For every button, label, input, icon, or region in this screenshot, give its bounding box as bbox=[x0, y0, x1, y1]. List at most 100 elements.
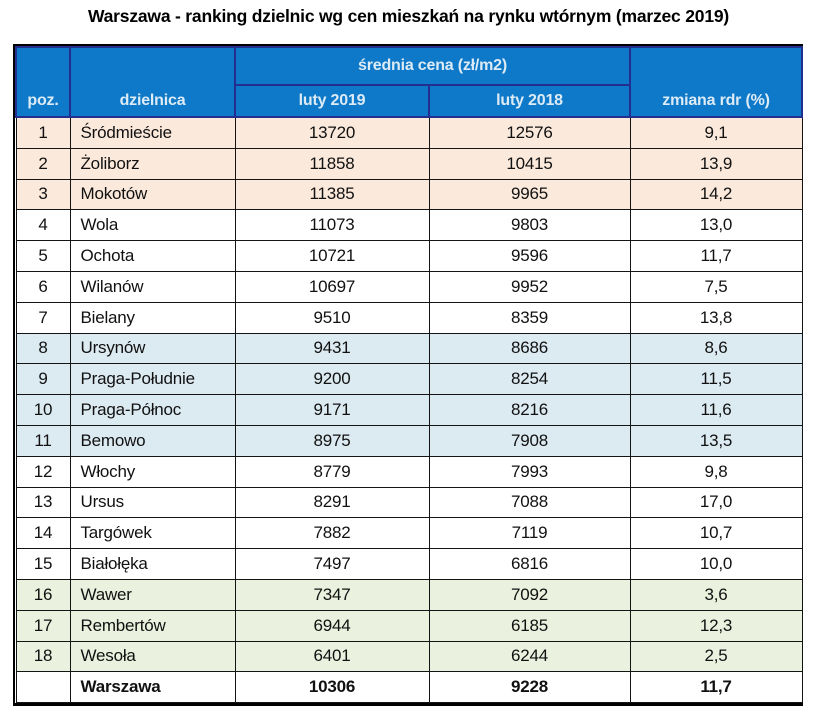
page-title: Warszawa - ranking dzielnic wg cen miesz… bbox=[87, 6, 730, 26]
district-cell: Targówek bbox=[69, 517, 236, 550]
rank-cell: 11 bbox=[15, 424, 71, 457]
district-cell: Wola bbox=[69, 209, 236, 242]
table-row: 4 Wola 11073 9803 13,0 bbox=[15, 209, 803, 242]
district-cell: Praga-Południe bbox=[69, 363, 236, 396]
price-2018-cell: 6244 bbox=[428, 640, 631, 673]
header-feb2018: luty 2018 bbox=[427, 84, 632, 118]
price-2019-cell: 7497 bbox=[234, 548, 430, 580]
price-2018-cell: 7993 bbox=[428, 455, 631, 488]
price-2018-cell: 9965 bbox=[428, 178, 631, 211]
price-2018-cell: 8686 bbox=[428, 332, 631, 365]
price-2018-cell: 7088 bbox=[428, 486, 631, 519]
price-2019-cell: 8291 bbox=[234, 486, 430, 519]
change-cell: 10,0 bbox=[629, 548, 803, 580]
header-feb2019: luty 2019 bbox=[234, 84, 430, 118]
table-row: 6 Wilanów 10697 9952 7,5 bbox=[15, 270, 803, 303]
change-cell: 9,8 bbox=[629, 455, 803, 488]
change-cell: 9,1 bbox=[629, 116, 803, 149]
change-cell: 11,6 bbox=[629, 394, 803, 426]
table-row: 17 Rembertów 6944 6185 12,3 bbox=[15, 609, 803, 642]
table-row: 18 Wesoła 6401 6244 2,5 bbox=[15, 640, 803, 673]
change-cell: 7,5 bbox=[629, 270, 803, 303]
table-header: poz. dzielnica średnia cena (zł/m2) zmia… bbox=[15, 46, 804, 118]
table-row: Warszawa 10306 9228 11,7 bbox=[15, 671, 803, 704]
change-cell: 2,5 bbox=[629, 640, 803, 673]
price-2018-cell: 12576 bbox=[428, 116, 631, 149]
price-2019-cell: 13720 bbox=[234, 116, 430, 149]
price-2018-cell: 8359 bbox=[428, 301, 631, 334]
ranking-table-container: poz. dzielnica średnia cena (zł/m2) zmia… bbox=[13, 44, 804, 706]
rank-cell bbox=[15, 671, 71, 704]
price-2019-cell: 6401 bbox=[234, 640, 430, 673]
price-2018-cell: 9952 bbox=[428, 270, 631, 303]
district-cell: Ursynów bbox=[69, 332, 236, 365]
price-2019-cell: 7882 bbox=[234, 517, 430, 550]
table-row: 11 Bemowo 8975 7908 13,5 bbox=[15, 424, 803, 457]
price-2018-cell: 9803 bbox=[428, 209, 631, 242]
header-price-group: średnia cena (zł/m2) bbox=[233, 46, 632, 86]
price-2018-cell: 6816 bbox=[428, 548, 631, 580]
table-row: 14 Targówek 7882 7119 10,7 bbox=[15, 517, 803, 550]
price-2019-cell: 10721 bbox=[234, 240, 430, 272]
rank-cell: 12 bbox=[15, 455, 71, 488]
table-row: 15 Białołęka 7497 6816 10,0 bbox=[15, 548, 803, 580]
district-cell: Warszawa bbox=[69, 671, 236, 704]
header-district: dzielnica bbox=[69, 46, 236, 118]
rank-cell: 17 bbox=[15, 609, 71, 642]
district-cell: Wawer bbox=[69, 578, 236, 611]
change-cell: 11,7 bbox=[629, 240, 803, 272]
price-2019-cell: 11858 bbox=[234, 147, 430, 180]
price-2019-cell: 9510 bbox=[234, 301, 430, 334]
rank-cell: 6 bbox=[15, 270, 71, 303]
table-row: 3 Mokotów 11385 9965 14,2 bbox=[15, 178, 803, 211]
table-row: 12 Włochy 8779 7993 9,8 bbox=[15, 455, 803, 488]
district-cell: Praga-Północ bbox=[69, 394, 236, 426]
price-2018-cell: 8254 bbox=[428, 363, 631, 396]
rank-cell: 9 bbox=[15, 363, 71, 396]
change-cell: 11,7 bbox=[629, 671, 803, 704]
price-2019-cell: 9171 bbox=[234, 394, 430, 426]
table-row: 8 Ursynów 9431 8686 8,6 bbox=[15, 332, 803, 365]
district-cell: Ochota bbox=[69, 240, 236, 272]
price-2019-cell: 9431 bbox=[234, 332, 430, 365]
change-cell: 11,5 bbox=[629, 363, 803, 396]
change-cell: 13,9 bbox=[629, 147, 803, 180]
price-2019-cell: 7347 bbox=[234, 578, 430, 611]
table-row: 5 Ochota 10721 9596 11,7 bbox=[15, 240, 803, 272]
table-row: 7 Bielany 9510 8359 13,8 bbox=[15, 301, 803, 334]
district-cell: Ursus bbox=[69, 486, 236, 519]
table-row: 10 Praga-Północ 9171 8216 11,6 bbox=[15, 394, 803, 426]
district-cell: Włochy bbox=[69, 455, 236, 488]
price-2019-cell: 11385 bbox=[234, 178, 430, 211]
rank-cell: 8 bbox=[15, 332, 71, 365]
header-change: zmiana rdr (%) bbox=[629, 46, 804, 118]
price-2018-cell: 7908 bbox=[428, 424, 631, 457]
price-2019-cell: 8975 bbox=[234, 424, 430, 457]
rank-cell: 10 bbox=[15, 394, 71, 426]
price-2019-cell: 9200 bbox=[234, 363, 430, 396]
price-2018-cell: 6185 bbox=[428, 609, 631, 642]
rank-cell: 7 bbox=[15, 301, 71, 334]
rank-cell: 18 bbox=[15, 640, 71, 673]
price-2018-cell: 10415 bbox=[428, 147, 631, 180]
change-cell: 14,2 bbox=[629, 178, 803, 211]
header-pos: poz. bbox=[15, 46, 71, 118]
change-cell: 3,6 bbox=[629, 578, 803, 611]
price-2019-cell: 11073 bbox=[234, 209, 430, 242]
rank-cell: 13 bbox=[15, 486, 71, 519]
district-cell: Białołęka bbox=[69, 548, 236, 580]
header-row-top: poz. dzielnica średnia cena (zł/m2) zmia… bbox=[15, 46, 804, 118]
rank-cell: 2 bbox=[15, 147, 71, 180]
change-cell: 8,6 bbox=[629, 332, 803, 365]
district-cell: Żoliborz bbox=[69, 147, 236, 180]
rank-cell: 14 bbox=[15, 517, 71, 550]
price-2018-cell: 7119 bbox=[428, 517, 631, 550]
rank-cell: 5 bbox=[15, 240, 71, 272]
change-cell: 13,0 bbox=[629, 209, 803, 242]
district-cell: Wesoła bbox=[69, 640, 236, 673]
price-2018-cell: 9228 bbox=[428, 671, 631, 704]
price-2019-cell: 8779 bbox=[234, 455, 430, 488]
district-cell: Bemowo bbox=[69, 424, 236, 457]
header-row-sub: luty 2019 luty 2018 bbox=[16, 84, 802, 118]
